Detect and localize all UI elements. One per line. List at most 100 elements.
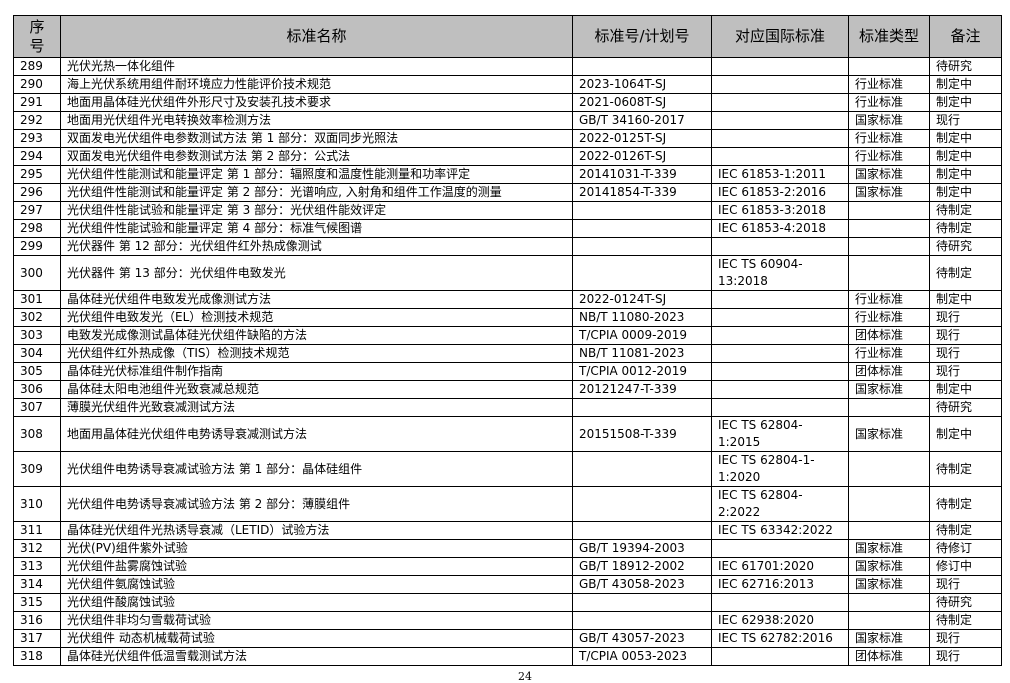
- cell-name: 光伏组件盐雾腐蚀试验: [60, 557, 573, 576]
- cell-seq: 308: [13, 416, 61, 452]
- cell-intl: [711, 539, 849, 558]
- cell-seq: 298: [13, 219, 61, 238]
- cell-seq: 303: [13, 326, 61, 345]
- cell-note: 制定中: [929, 93, 1002, 112]
- cell-name: 光伏器件 第 12 部分：光伏组件红外热成像测试: [60, 237, 573, 256]
- cell-type: [848, 201, 930, 220]
- cell-intl: [711, 308, 849, 327]
- table-row: 318 晶体硅光伏组件低温雪载测试方法 T/CPIA 0053-2023 团体标准 现行: [13, 647, 1002, 666]
- cell-name: 晶体硅光伏组件低温雪载测试方法: [60, 647, 573, 666]
- cell-name: 光伏组件电势诱导衰减试验方法 第 2 部分：薄膜组件: [60, 486, 573, 522]
- table-row: 316 光伏组件非均匀雪载荷试验 IEC 62938:2020 待制定: [13, 611, 1002, 630]
- cell-type: 行业标准: [848, 344, 930, 363]
- cell-type: 国家标准: [848, 575, 930, 594]
- cell-type: 国家标准: [848, 165, 930, 184]
- cell-type: 国家标准: [848, 183, 930, 202]
- cell-name: 地面用晶体硅光伏组件外形尺寸及安装孔技术要求: [60, 93, 573, 112]
- cell-seq: 307: [13, 398, 61, 417]
- cell-code: T/CPIA 0012-2019: [572, 362, 712, 381]
- cell-type: 行业标准: [848, 129, 930, 148]
- cell-intl: IEC TS 62804-2:2022: [711, 486, 849, 522]
- cell-seq: 294: [13, 147, 61, 166]
- cell-note: 待研究: [929, 57, 1002, 76]
- cell-note: 现行: [929, 575, 1002, 594]
- cell-code: [572, 398, 712, 417]
- cell-seq: 304: [13, 344, 61, 363]
- cell-code: NB/T 11081-2023: [572, 344, 712, 363]
- cell-name: 光伏组件红外热成像（TIS）检测技术规范: [60, 344, 573, 363]
- table-row: 290 海上光伏系统用组件耐环境应力性能评价技术规范 2023-1064T-SJ 行业…: [13, 75, 1002, 94]
- cell-seq: 313: [13, 557, 61, 576]
- cell-seq: 312: [13, 539, 61, 558]
- cell-seq: 295: [13, 165, 61, 184]
- cell-note: 待研究: [929, 398, 1002, 417]
- cell-type: 行业标准: [848, 290, 930, 309]
- cell-type: 团体标准: [848, 362, 930, 381]
- cell-seq: 300: [13, 255, 61, 291]
- cell-intl: IEC 61853-4:2018: [711, 219, 849, 238]
- cell-name: 双面发电光伏组件电参数测试方法 第 1 部分：双面同步光照法: [60, 129, 573, 148]
- cell-seq: 299: [13, 237, 61, 256]
- cell-type: [848, 237, 930, 256]
- cell-seq: 311: [13, 521, 61, 540]
- cell-type: [848, 219, 930, 238]
- cell-intl: [711, 75, 849, 94]
- cell-type: 行业标准: [848, 75, 930, 94]
- table-body: 289 光伏光热一体化组件 待研究 290 海上光伏系统用组件耐环境应力性能评价技术规范…: [13, 57, 1002, 666]
- table-row: 307 薄膜光伏组件光致衰减测试方法 待研究: [13, 398, 1002, 417]
- table-row: 297 光伏组件性能试验和能量评定 第 3 部分：光伏组件能效评定 IEC 6185…: [13, 201, 1002, 220]
- cell-code: [572, 451, 712, 487]
- cell-intl: [711, 57, 849, 76]
- cell-note: 待制定: [929, 219, 1002, 238]
- cell-note: 待制定: [929, 486, 1002, 522]
- cell-seq: 318: [13, 647, 61, 666]
- cell-seq: 310: [13, 486, 61, 522]
- table-row: 309 光伏组件电势诱导衰减试验方法 第 1 部分：晶体硅组件 IEC TS 628…: [13, 451, 1002, 487]
- cell-intl: IEC 62716:2013: [711, 575, 849, 594]
- cell-code: NB/T 11080-2023: [572, 308, 712, 327]
- cell-name: 光伏组件非均匀雪载荷试验: [60, 611, 573, 630]
- cell-code: 20121247-T-339: [572, 380, 712, 399]
- cell-name: 光伏组件性能试验和能量评定 第 3 部分：光伏组件能效评定: [60, 201, 573, 220]
- cell-code: 2022-0124T-SJ: [572, 290, 712, 309]
- header-seq: 序 号: [13, 15, 61, 58]
- page-number: 24: [518, 670, 532, 683]
- cell-code: GB/T 34160-2017: [572, 111, 712, 130]
- table-row: 299 光伏器件 第 12 部分：光伏组件红外热成像测试 待研究: [13, 237, 1002, 256]
- cell-code: [572, 486, 712, 522]
- cell-note: 修订中: [929, 557, 1002, 576]
- cell-note: 待制定: [929, 451, 1002, 487]
- cell-seq: 305: [13, 362, 61, 381]
- cell-name: 薄膜光伏组件光致衰减测试方法: [60, 398, 573, 417]
- cell-type: [848, 486, 930, 522]
- cell-intl: IEC TS 62804-1:2015: [711, 416, 849, 452]
- cell-note: 制定中: [929, 183, 1002, 202]
- cell-name: 电致发光成像测试晶体硅光伏组件缺陷的方法: [60, 326, 573, 345]
- cell-name: 晶体硅光伏组件电致发光成像测试方法: [60, 290, 573, 309]
- cell-code: GB/T 43057-2023: [572, 629, 712, 648]
- table-row: 300 光伏器件 第 13 部分：光伏组件电致发光 IEC TS 60904-13:…: [13, 255, 1002, 291]
- cell-name: 光伏组件电势诱导衰减试验方法 第 1 部分：晶体硅组件: [60, 451, 573, 487]
- header-seq-text: 序 号: [29, 17, 45, 55]
- cell-code: GB/T 43058-2023: [572, 575, 712, 594]
- cell-name: 晶体硅光伏组件光热诱导衰减（LETID）试验方法: [60, 521, 573, 540]
- cell-intl: [711, 111, 849, 130]
- table-row: 312 光伏(PV)组件紫外试验 GB/T 19394-2003 国家标准 待修订: [13, 539, 1002, 558]
- cell-code: T/CPIA 0053-2023: [572, 647, 712, 666]
- cell-name: 光伏光热一体化组件: [60, 57, 573, 76]
- cell-note: 现行: [929, 629, 1002, 648]
- table-row: 291 地面用晶体硅光伏组件外形尺寸及安装孔技术要求 2021-0608T-SJ 行业…: [13, 93, 1002, 112]
- cell-code: 2022-0126T-SJ: [572, 147, 712, 166]
- cell-intl: [711, 93, 849, 112]
- cell-name: 晶体硅光伏标准组件制作指南: [60, 362, 573, 381]
- cell-name: 光伏组件酸腐蚀试验: [60, 593, 573, 612]
- table-row: 292 地面用光伏组件光电转换效率检测方法 GB/T 34160-2017 国家标准现…: [13, 111, 1002, 130]
- table-row: 293 双面发电光伏组件电参数测试方法 第 1 部分：双面同步光照法 2022-01…: [13, 129, 1002, 148]
- cell-intl: IEC 61853-3:2018: [711, 201, 849, 220]
- cell-type: [848, 398, 930, 417]
- cell-name: 光伏组件性能测试和能量评定 第 2 部分：光谱响应, 入射角和组件工作温度的测量: [60, 183, 573, 202]
- cell-note: 待制定: [929, 201, 1002, 220]
- cell-type: [848, 451, 930, 487]
- cell-seq: 314: [13, 575, 61, 594]
- cell-seq: 309: [13, 451, 61, 487]
